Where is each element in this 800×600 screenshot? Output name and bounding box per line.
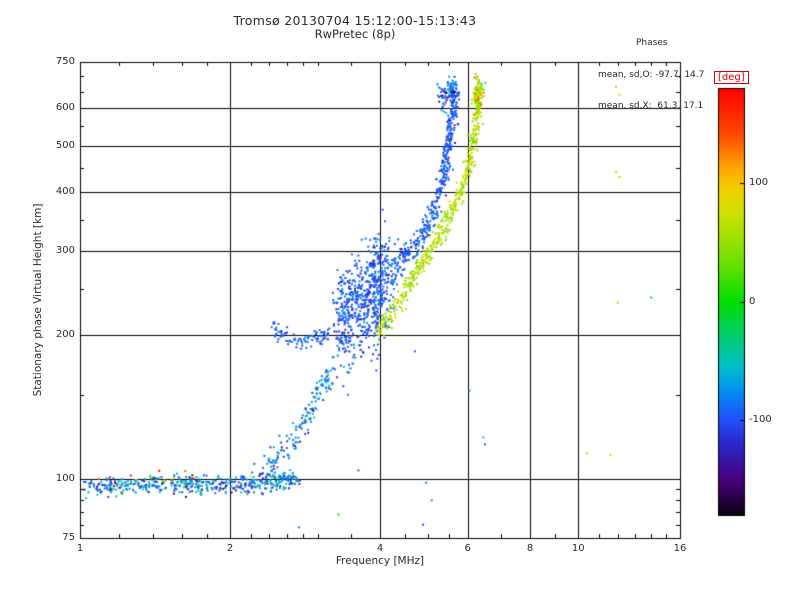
x-tick-label: 4 [376, 543, 384, 554]
x-tick-label: 1 [76, 543, 84, 554]
y-tick-label: 750 [55, 56, 75, 67]
y-tick-label: 200 [55, 329, 75, 341]
x-tick-label: 6 [464, 543, 471, 554]
y-axis-label: Stationary phase Virtual Height [km] [32, 203, 44, 397]
phase-stats-header: Phases [636, 38, 668, 48]
x-tick-label: 16 [673, 543, 687, 554]
y-tick-label: 75 [62, 532, 75, 543]
phase-stats: Phases mean, sd,O: -97.7, 14.7 mean, sd,… [598, 17, 704, 133]
y-tick-label: 300 [55, 245, 75, 257]
colorbar-tick-label: 0 [749, 295, 756, 307]
chart-subtitle: RwPretec (8p) [314, 27, 396, 41]
x-axis-label: Frequency [MHz] [335, 555, 425, 567]
y-tick-label: 400 [55, 185, 75, 197]
y-tick-label: 500 [55, 139, 75, 151]
y-tick-label: 600 [55, 102, 75, 114]
y-tick-label: 100 [55, 472, 75, 484]
colorbar-tick-label: -100 [749, 414, 772, 426]
x-tick-label: 8 [526, 543, 534, 554]
colorbar-tick-label: 100 [749, 176, 769, 188]
phase-stats-o-line: mean, sd,O: -97.7, 14.7 [598, 69, 705, 80]
phase-stats-x-line: mean, sd,X: 61.3, 17.1 [598, 101, 704, 111]
chart-title: Tromsø 20130704 15:12:00-15:13:43 [233, 13, 477, 28]
colorbar-unit-label: [deg] [714, 71, 749, 84]
x-tick-label: 10 [571, 543, 585, 554]
x-tick-label: 2 [226, 543, 234, 554]
